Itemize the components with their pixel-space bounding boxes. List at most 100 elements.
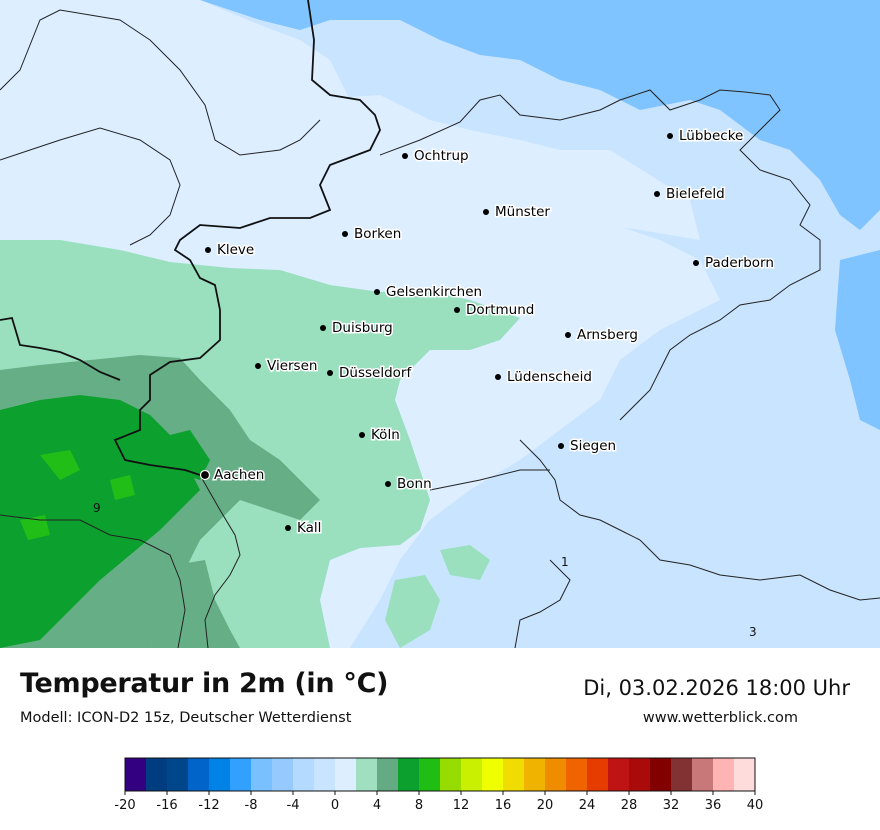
city-dot xyxy=(495,374,501,380)
legend-color-cell xyxy=(167,758,189,791)
city-dot xyxy=(558,443,564,449)
city-label: Paderborn xyxy=(705,255,774,271)
model-subtitle: Modell: ICON-D2 15z, Deutscher Wetterdie… xyxy=(20,710,352,726)
country-borders xyxy=(0,0,381,476)
city-label: Siegen xyxy=(570,438,616,454)
legend-color-cell xyxy=(125,758,147,791)
city-dot xyxy=(667,133,673,139)
city-label: Köln xyxy=(371,427,400,443)
legend-tick-label: 4 xyxy=(373,798,381,813)
value-label: 9 xyxy=(93,501,101,515)
page-title: Temperatur in 2m (in °C) xyxy=(20,668,389,699)
legend-tick-label: -20 xyxy=(114,798,135,813)
legend-color-cell xyxy=(587,758,609,791)
city-dot xyxy=(693,260,699,266)
legend-tick-label: 8 xyxy=(415,798,423,813)
legend-color-cell xyxy=(188,758,210,791)
city-label: Kall xyxy=(297,520,321,536)
city-dot xyxy=(654,191,660,197)
city-bielefeld: Bielefeld xyxy=(654,185,726,204)
city-aachen: Aachen xyxy=(199,466,266,485)
city-label: Borken xyxy=(354,226,401,242)
legend-color-cell xyxy=(272,758,294,791)
legend-tick-label: 40 xyxy=(747,798,764,813)
legend-color-cell xyxy=(209,758,231,791)
city-gelsenkirchen: Gelsenkirchen xyxy=(374,283,484,302)
city-label: Dortmund xyxy=(466,302,534,318)
legend-tick-label: -16 xyxy=(156,798,177,813)
legend-color-cell xyxy=(146,758,168,791)
legend-tick-label: -12 xyxy=(198,798,219,813)
band-coldest xyxy=(200,0,880,230)
city-label: Düsseldorf xyxy=(339,365,412,381)
city-label: Bielefeld xyxy=(666,186,725,202)
legend-color-cell xyxy=(629,758,651,791)
band-green-strong-patch xyxy=(150,430,210,480)
band-mild-north xyxy=(300,95,700,240)
city-label: Aachen xyxy=(214,467,264,483)
band-green-mid-patch xyxy=(150,560,240,648)
legend-tick-label: 20 xyxy=(537,798,554,813)
city-dot xyxy=(199,469,211,481)
city-kleve: Kleve xyxy=(205,241,256,260)
band-green-bright xyxy=(20,450,135,540)
legend-color-cell xyxy=(440,758,462,791)
legend-tick-label: 24 xyxy=(579,798,596,813)
footer xyxy=(0,648,880,830)
city-label: Arnsberg xyxy=(577,327,638,343)
city-dot xyxy=(374,289,380,295)
legend-tick-label: 36 xyxy=(705,798,722,813)
temperature-legend: -20 -16 -12 -8 -4 0 4 8 12 16 20 24 28 32 36 40 xyxy=(114,757,764,813)
legend-color-cell xyxy=(398,758,420,791)
legend-color-cell xyxy=(335,758,357,791)
city-münster: Münster xyxy=(483,203,552,222)
city-dot xyxy=(205,247,211,253)
forecast-datetime: Di, 03.02.2026 18:00 Uhr xyxy=(583,676,850,700)
city-label: Viersen xyxy=(267,358,317,374)
city-dortmund: Dortmund xyxy=(454,301,536,320)
city-kall: Kall xyxy=(285,519,323,538)
city-dot xyxy=(565,332,571,338)
legend-color-cell xyxy=(713,758,735,791)
city-dot xyxy=(454,307,460,313)
legend-color-cell xyxy=(671,758,693,791)
band-green-light-patch xyxy=(440,545,490,580)
band-green-light-patch-2 xyxy=(385,575,440,648)
legend-color-cell xyxy=(461,758,483,791)
legend-color-cell xyxy=(503,758,525,791)
legend-tick-label: 0 xyxy=(331,798,339,813)
band-cold-patch-east xyxy=(835,250,880,430)
city-paderborn: Paderborn xyxy=(693,254,775,273)
city-ochtrup: Ochtrup xyxy=(402,147,470,166)
temperature-map: Lübbecke Ochtrup Bielefeld Münster Borken Kle… xyxy=(0,0,880,648)
city-duisburg: Duisburg xyxy=(320,319,394,338)
city-dot xyxy=(327,370,333,376)
city-dot xyxy=(285,525,291,531)
legend-color-cell xyxy=(482,758,504,791)
legend-color-cell xyxy=(314,758,336,791)
legend-border xyxy=(124,757,756,792)
legend-color-cell xyxy=(419,758,441,791)
city-arnsberg: Arnsberg xyxy=(565,326,639,345)
city-viersen: Viersen xyxy=(255,357,319,376)
city-label: Bonn xyxy=(397,476,432,492)
city-düsseldorf: Düsseldorf xyxy=(327,364,414,383)
legend-color-cell xyxy=(293,758,315,791)
legend-color-cell xyxy=(230,758,252,791)
city-bonn: Bonn xyxy=(385,475,433,494)
legend-color-cell xyxy=(608,758,630,791)
website-link[interactable]: www.wetterblick.com xyxy=(642,710,798,726)
city-borken: Borken xyxy=(342,225,403,244)
legend-color-cell xyxy=(377,758,399,791)
city-dot xyxy=(320,325,326,331)
legend-color-cell xyxy=(545,758,567,791)
legend-tick-label: 16 xyxy=(495,798,512,813)
city-dot xyxy=(483,209,489,215)
legend-color-cell xyxy=(566,758,588,791)
city-dot xyxy=(402,153,408,159)
legend-tick-label: -8 xyxy=(245,798,258,813)
legend-color-cell xyxy=(524,758,546,791)
value-label: 1 xyxy=(561,555,569,569)
city-label: Gelsenkirchen xyxy=(386,284,482,300)
city-köln: Köln xyxy=(359,426,401,445)
